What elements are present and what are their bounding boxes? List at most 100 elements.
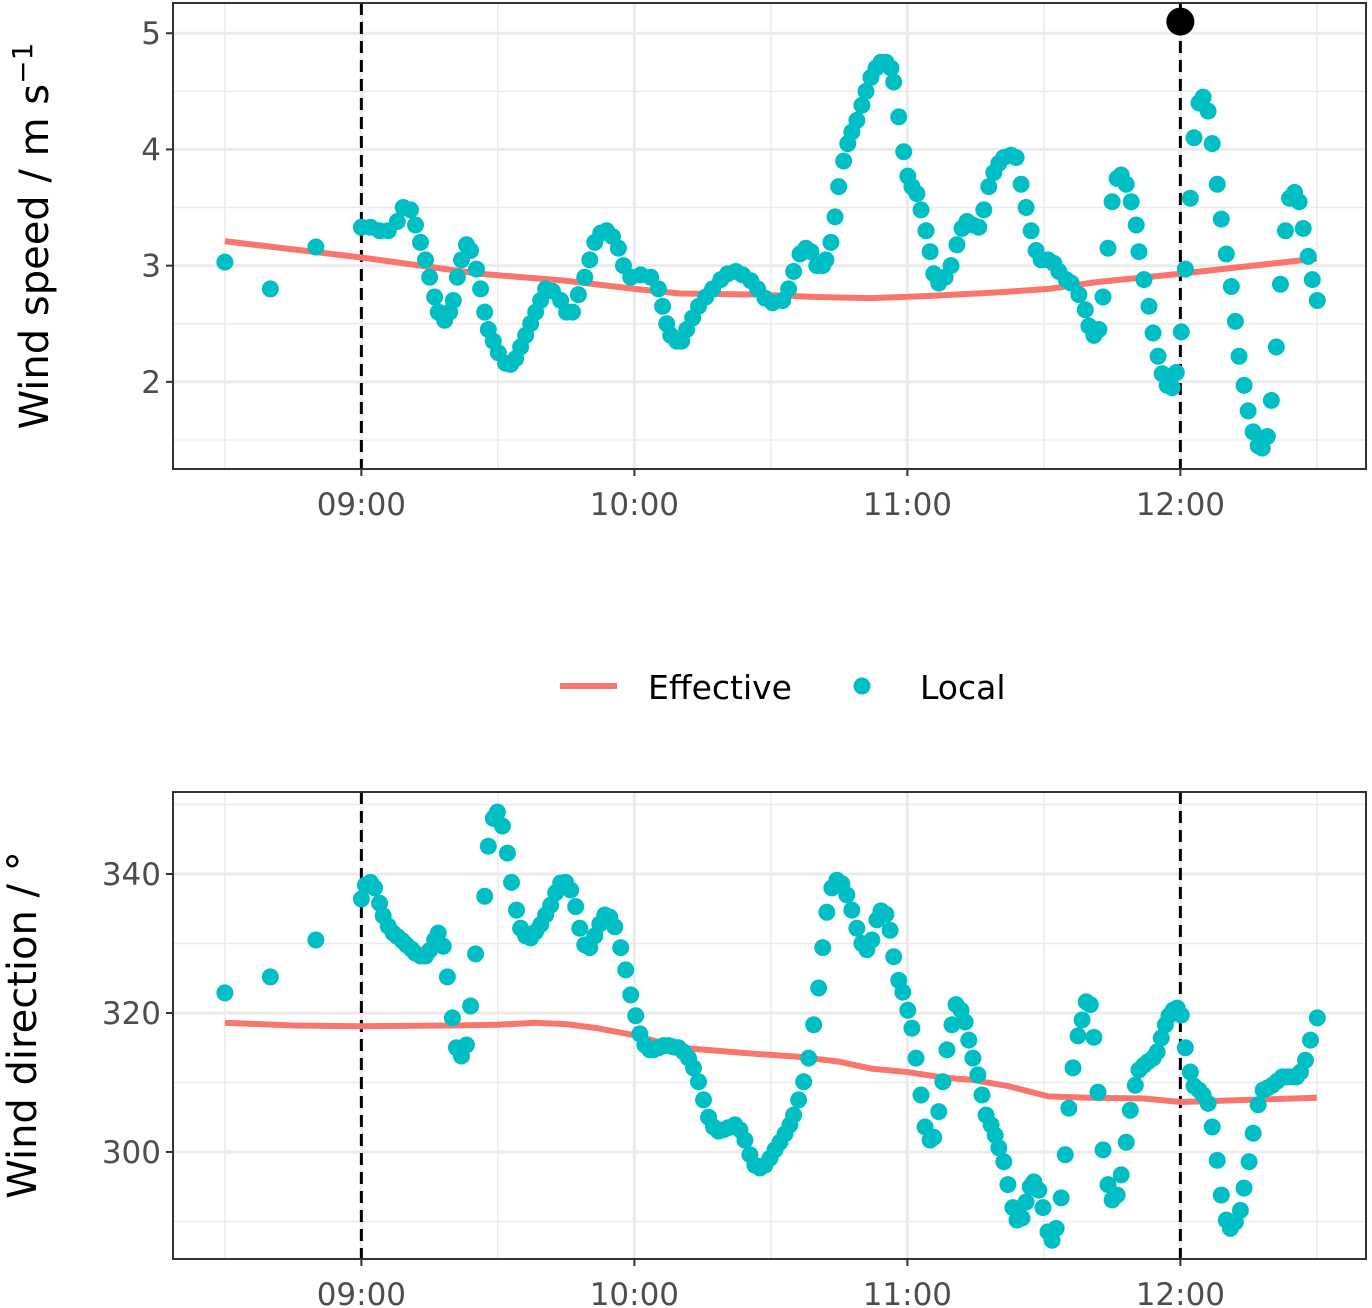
local-data-point (622, 986, 640, 1004)
local-data-point (412, 233, 430, 251)
local-data-point (877, 905, 895, 923)
local-data-point (1303, 271, 1321, 289)
local-data-point (1258, 427, 1276, 445)
local-data-point (562, 881, 580, 899)
local-data-point (426, 288, 444, 306)
local-data-point (567, 898, 585, 916)
local-data-point (948, 236, 966, 254)
local-data-point (498, 844, 516, 862)
local-data-point (1235, 1179, 1253, 1197)
plot-area (216, 3, 1326, 469)
local-data-point (942, 257, 960, 275)
legend-effective-label: Effective (648, 668, 792, 707)
local-data-point (973, 1086, 991, 1104)
panel-border (172, 791, 1367, 1260)
local-data-point (785, 262, 803, 280)
event-marker-point (1166, 7, 1195, 36)
local-data-point (964, 1049, 982, 1067)
local-data-point (462, 997, 480, 1015)
local-data-point (1290, 193, 1308, 211)
local-data-point (1296, 1051, 1314, 1069)
local-data-point (1249, 1096, 1267, 1114)
local-data-point (1056, 1146, 1074, 1164)
local-data-point (826, 208, 844, 226)
local-data-point (571, 919, 589, 937)
local-data-point (1301, 1031, 1319, 1049)
local-data-point (907, 1049, 925, 1067)
local-data-point (352, 890, 370, 908)
y-tick-label: 5 (141, 16, 161, 52)
local-data-point (899, 1001, 917, 1019)
local-data-point (1176, 1039, 1194, 1057)
local-data-point (818, 903, 836, 921)
y-tick-label: 320 (102, 996, 161, 1032)
local-data-point (476, 303, 494, 321)
local-data-point (690, 1073, 708, 1091)
y-tick-label: 340 (102, 857, 161, 893)
x-tick-label: 09:00 (317, 1277, 406, 1308)
wind-speed-panel: 2 3 4 5 09:00 10:00 11:00 12:00 Wind speed / m s… (6, 2, 1367, 523)
local-data-point (1222, 278, 1240, 296)
local-data-point (462, 242, 480, 260)
local-data-point (853, 96, 871, 114)
local-data-point (830, 178, 848, 196)
local-data-point (685, 1059, 703, 1077)
local-data-point (1199, 102, 1217, 120)
local-data-point (1130, 243, 1148, 261)
local-data-point (429, 924, 447, 942)
local-data-point (1064, 1059, 1082, 1077)
local-data-point (467, 260, 485, 278)
local-data-point (649, 280, 667, 298)
local-data-point (1081, 996, 1099, 1014)
local-data-point (1148, 1043, 1166, 1061)
local-data-point (1276, 222, 1294, 240)
local-data-point (472, 280, 490, 298)
y-axis-label: Wind direction / ° (0, 851, 46, 1198)
local-data-point (790, 1091, 808, 1109)
local-data-point (1176, 260, 1194, 278)
local-data-point (1052, 1189, 1070, 1207)
local-data-point (1208, 1151, 1226, 1169)
local-data-point (921, 243, 939, 261)
local-data-point (835, 152, 853, 170)
local-data-point (1267, 338, 1285, 356)
local-data-point (999, 1176, 1017, 1194)
local-data-point (925, 1128, 943, 1146)
wind-direction-panel: 300 320 340 09:00 10:00 11:00 12:00 Wind direct… (0, 791, 1367, 1308)
local-data-point (917, 222, 935, 240)
local-data-point (1163, 379, 1181, 397)
local-data-point (1034, 1199, 1052, 1217)
local-data-point (817, 251, 835, 269)
local-data-point (503, 873, 521, 891)
y-tick-label: 4 (141, 132, 161, 168)
y-axis-label-superscript: −1 (6, 43, 39, 84)
x-tick-label: 12:00 (1136, 1277, 1225, 1308)
local-data-point (822, 233, 840, 251)
local-data-point (1094, 1141, 1112, 1159)
local-data-point (1112, 1166, 1130, 1184)
local-data-point (576, 268, 594, 286)
local-data-point (990, 1139, 1008, 1157)
local-data-point (448, 268, 466, 286)
local-data-point (956, 1013, 974, 1031)
local-data-point (434, 937, 452, 955)
local-data-point (943, 1016, 961, 1034)
x-tick-label: 10:00 (590, 487, 679, 523)
local-data-point (802, 243, 820, 261)
local-data-point (795, 1073, 813, 1091)
local-data-point (1262, 391, 1280, 409)
local-data-point (1144, 324, 1162, 342)
local-data-point (1226, 312, 1244, 330)
local-data-point (1069, 1027, 1087, 1045)
local-data-point (1199, 1094, 1217, 1112)
local-data-point (970, 218, 988, 236)
local-data-point (863, 931, 881, 949)
legend: Effective Local (560, 668, 1006, 707)
local-data-point (1122, 193, 1140, 211)
local-data-point (1017, 1193, 1035, 1211)
local-data-point (1230, 347, 1248, 365)
local-data-point (216, 253, 234, 271)
local-data-point (1090, 321, 1108, 339)
local-data-point (1244, 423, 1262, 441)
local-data-point (366, 879, 384, 897)
